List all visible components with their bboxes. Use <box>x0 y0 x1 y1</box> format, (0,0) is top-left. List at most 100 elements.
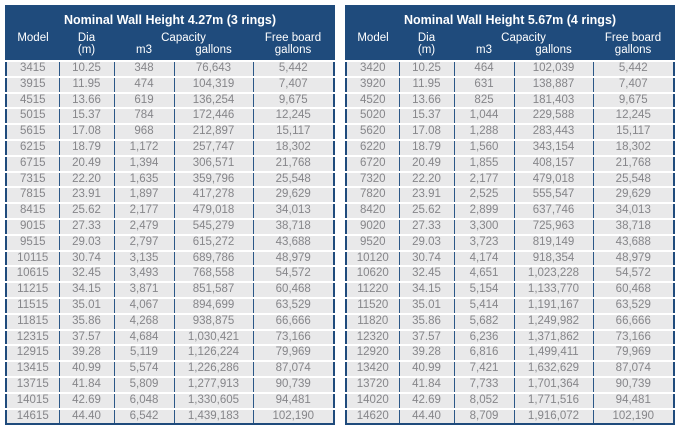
table-cell: 66,666 <box>253 312 335 330</box>
table-row: 14620 44.40 8,709 1,916,072 102,190 <box>346 407 675 425</box>
table-cell: 359,796 <box>174 170 254 188</box>
table-cell: 11220 <box>346 281 400 298</box>
table-row: 7815 23.91 1,897 417,278 29,629 <box>6 186 335 204</box>
table-cell: 11815 <box>6 312 60 330</box>
table-cell: 8415 <box>6 202 60 219</box>
table-cell: 23.91 <box>399 186 455 204</box>
table-cell: 11820 <box>346 312 400 330</box>
table-cell: 4,067 <box>114 296 175 314</box>
table-cell: 18.79 <box>59 138 115 156</box>
table-row: 3920 11.95 631 138,887 7,407 <box>346 75 675 93</box>
table-cell: 4,684 <box>114 328 175 346</box>
table-cell: 12915 <box>6 344 60 362</box>
table-row: 7315 22.20 1,635 359,796 25,548 <box>6 170 335 188</box>
table-cell: 34.15 <box>399 281 455 298</box>
table-cell: 12315 <box>6 328 60 346</box>
table-cell: 22.20 <box>399 170 455 188</box>
table-cell: 63,529 <box>253 296 335 314</box>
table-body: 3415 10.25 348 76,643 5,442 3915 11.95 474 104,3… <box>6 60 335 425</box>
table-cell: 87,074 <box>593 360 675 377</box>
table-cell: 32.45 <box>399 265 455 283</box>
table-cell: 5020 <box>346 107 400 125</box>
table-cell: 4,268 <box>114 312 175 330</box>
table-cell: 6,048 <box>114 391 175 409</box>
col-header-freeboard: Free board <box>253 28 335 44</box>
table-cell: 851,587 <box>174 281 254 298</box>
table-row: 3415 10.25 348 76,643 5,442 <box>6 60 335 77</box>
table-cell: 14615 <box>6 407 60 425</box>
table-cell: 2,177 <box>454 170 515 188</box>
table-row: 6220 18.79 1,560 343,154 18,302 <box>346 138 675 156</box>
table-cell: 35.01 <box>399 296 455 314</box>
table-cell: 104,319 <box>174 75 254 93</box>
table-cell: 43,688 <box>253 233 335 251</box>
table-cell: 2,479 <box>114 217 175 235</box>
table-cell: 5,414 <box>454 296 515 314</box>
col-header-dia-unit: (m) <box>59 44 114 61</box>
table-cell: 725,963 <box>514 217 594 235</box>
table-cell: 8,709 <box>454 407 515 425</box>
table-cell: 408,157 <box>514 154 594 172</box>
col-header-dia-unit: (m) <box>399 44 455 61</box>
table-cell: 9,675 <box>253 91 335 109</box>
table-cell: 79,969 <box>593 344 675 362</box>
table-cell: 229,588 <box>514 107 594 125</box>
table-cell: 29,629 <box>253 186 335 204</box>
table-cell: 15,117 <box>253 123 335 140</box>
table-cell: 2,525 <box>454 186 515 204</box>
table-cell: 73,166 <box>253 328 335 346</box>
table-cell: 102,190 <box>593 407 675 425</box>
table-cell: 1,330,605 <box>174 391 254 409</box>
table-row: 11820 35.86 5,682 1,249,982 66,666 <box>346 312 675 330</box>
table-row: 12315 37.57 4,684 1,030,421 73,166 <box>6 328 335 346</box>
table-cell: 7320 <box>346 170 400 188</box>
table-cell: 15.37 <box>399 107 455 125</box>
table-cell: 1,126,224 <box>174 344 254 362</box>
table-cell: 34,013 <box>593 202 675 219</box>
table-cell: 3,871 <box>114 281 175 298</box>
table-cell: 11.95 <box>399 75 455 93</box>
table-cell: 306,571 <box>174 154 254 172</box>
table-cell: 13415 <box>6 360 60 377</box>
table-row: 5620 17.08 1,288 283,443 15,117 <box>346 123 675 140</box>
table-cell: 43,688 <box>593 233 675 251</box>
col-header-capacity-m3: m3 <box>454 44 515 61</box>
table-row: 9015 27.33 2,479 545,279 38,718 <box>6 217 335 235</box>
table-row: 10120 30.74 4,174 918,354 48,979 <box>346 249 675 267</box>
table-row: 13415 40.99 5,574 1,226,286 87,074 <box>6 360 335 377</box>
table-row: 10615 32.45 3,493 768,558 54,572 <box>6 265 335 283</box>
table-cell: 1,632,629 <box>514 360 594 377</box>
table-cell: 18,302 <box>593 138 675 156</box>
table-row: 12920 39.28 6,816 1,499,411 79,969 <box>346 344 675 362</box>
table-cell: 3,135 <box>114 249 175 267</box>
table-cell: 29.03 <box>399 233 455 251</box>
table-cell: 8420 <box>346 202 400 219</box>
table-cell: 7820 <box>346 186 400 204</box>
table-cell: 6220 <box>346 138 400 156</box>
table-cell: 7815 <box>6 186 60 204</box>
table-cell: 4,174 <box>454 249 515 267</box>
table-row: 13420 40.99 7,421 1,632,629 87,074 <box>346 360 675 377</box>
table-cell: 1,439,183 <box>174 407 254 425</box>
table-cell: 1,030,421 <box>174 328 254 346</box>
table-cell: 631 <box>454 75 515 93</box>
table-row: 12915 39.28 5,119 1,126,224 79,969 <box>6 344 335 362</box>
table-row: 4520 13.66 825 181,403 9,675 <box>346 91 675 109</box>
table-cell: 1,394 <box>114 154 175 172</box>
table-cell: 60,468 <box>593 281 675 298</box>
col-header-dia: Dia <box>59 28 114 44</box>
table-cell: 6215 <box>6 138 60 156</box>
table-cell: 6,542 <box>114 407 175 425</box>
table-cell: 40.99 <box>59 360 115 377</box>
table-cell: 545,279 <box>174 217 254 235</box>
table-cell: 22.20 <box>59 170 115 188</box>
table-row: 11815 35.86 4,268 938,875 66,666 <box>6 312 335 330</box>
col-header-dia: Dia <box>399 28 455 44</box>
table-cell: 13420 <box>346 360 400 377</box>
table-cell: 3,300 <box>454 217 515 235</box>
table-cell: 825 <box>454 91 515 109</box>
table-cell: 42.69 <box>59 391 115 409</box>
table-cell: 25,548 <box>593 170 675 188</box>
table-row: 11215 34.15 3,871 851,587 60,468 <box>6 281 335 298</box>
table-row: 5020 15.37 1,044 229,588 12,245 <box>346 107 675 125</box>
